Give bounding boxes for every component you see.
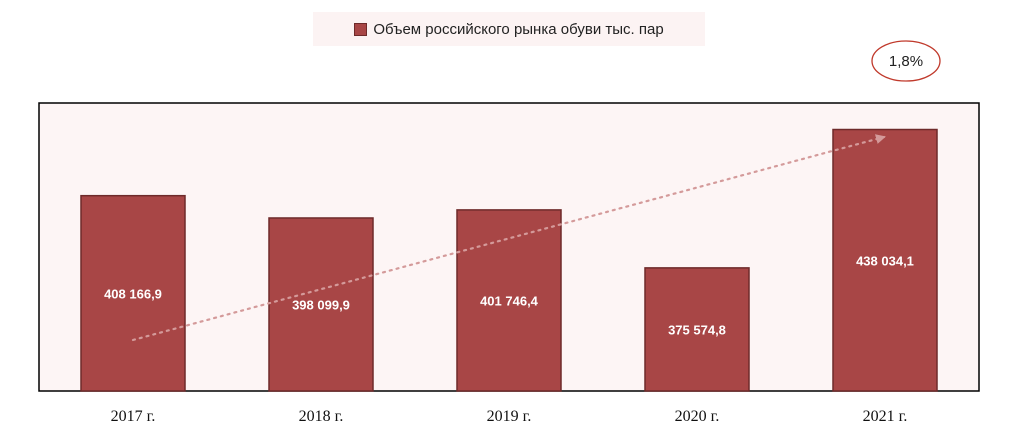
bar-1 <box>268 217 374 392</box>
legend: Объем российского рынка обуви тыс. пар <box>313 12 705 46</box>
bar-value-label-2: 401 746,4 <box>480 293 539 308</box>
trend-annotation-circle <box>871 40 941 82</box>
x-tick-label-2: 2019 г. <box>487 408 532 425</box>
legend-label: Объем российского рынка обуви тыс. пар <box>373 20 664 38</box>
bar-4 <box>832 128 938 392</box>
bar-value-label-0: 408 166,9 <box>104 286 162 301</box>
bar-value-label-4: 438 034,1 <box>856 253 914 268</box>
bar-value-label-3: 375 574,8 <box>668 322 726 337</box>
bar-2 <box>456 209 562 392</box>
legend-swatch <box>354 22 368 36</box>
trend-annotation-label: 1,8% <box>889 53 923 70</box>
bar-value-label-1: 398 099,9 <box>292 297 350 312</box>
x-tick-label-4: 2021 г. <box>863 408 908 425</box>
bar-0 <box>80 194 186 392</box>
x-tick-label-0: 2017 г. <box>111 408 156 425</box>
bar-3 <box>644 267 750 392</box>
x-tick-label-1: 2018 г. <box>299 408 344 425</box>
x-tick-label-3: 2020 г. <box>675 408 720 425</box>
